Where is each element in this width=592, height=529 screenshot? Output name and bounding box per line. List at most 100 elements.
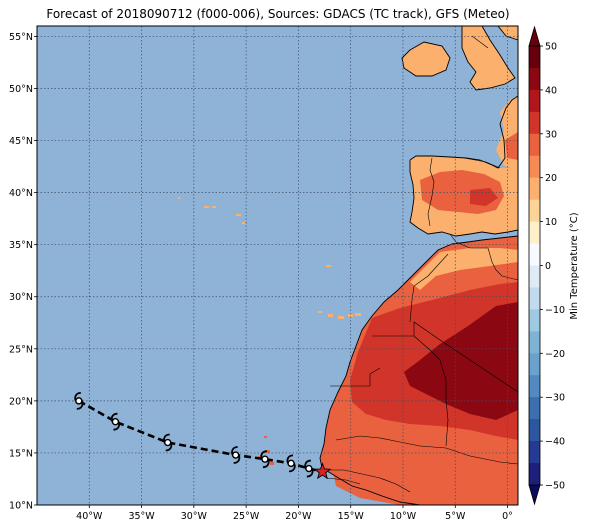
colorbar-label: Min Temperature (°C) — [569, 212, 580, 319]
map-frame — [36, 25, 519, 506]
colorbar-band — [529, 67, 540, 91]
colorbar-band — [529, 463, 540, 486]
colorbar-band — [529, 221, 540, 244]
border-line — [413, 335, 449, 447]
colorbar-band — [529, 111, 540, 135]
colorbar-band — [529, 265, 540, 288]
coastline — [319, 235, 519, 506]
colorbar-extend-max — [528, 25, 541, 47]
azores-island — [242, 222, 245, 224]
colorbar-tick-label: 0 — [545, 261, 551, 272]
canary-island — [348, 314, 353, 317]
colorbar-band — [529, 419, 540, 442]
cape-verde-island — [264, 436, 267, 438]
cyclone-track — [74, 391, 332, 480]
ireland-land — [402, 42, 450, 76]
west-africa-south — [330, 456, 518, 505]
colorbar-band — [529, 199, 540, 222]
map-axis-ticks: 10°N 15°N 20°N 25°N 30°N 35°N 40°N 45°N 50°N 55°N… — [9, 32, 513, 522]
colorbar-tick-label: 40 — [545, 85, 557, 96]
colorbar-tick-label: 10 — [545, 217, 557, 228]
colorbar-band — [529, 89, 540, 113]
canary-island — [328, 314, 333, 317]
border-line — [335, 435, 518, 465]
colorbar-band — [529, 287, 540, 310]
border-line — [471, 35, 489, 49]
madeira-island — [326, 265, 331, 267]
current-position-star-icon — [313, 462, 332, 480]
colorbar-tick-label: 20 — [545, 173, 557, 184]
canary-island — [318, 311, 322, 313]
figure-title: Forecast of 2018090712 (f000-006), Sourc… — [46, 7, 509, 21]
tropical-cyclone-icon — [110, 412, 120, 431]
lat-tick-label: 50°N — [9, 84, 33, 95]
graticule — [37, 26, 518, 505]
azores-island — [212, 206, 216, 208]
coastline — [401, 41, 451, 77]
colorbar-band — [529, 243, 540, 266]
colorbar-band — [529, 177, 540, 201]
temperature-colorbar: 50 40 30 20 10 0 −10 −20 −30 −40 −50 — [528, 25, 565, 506]
land-temperature-fill — [178, 26, 518, 505]
coastline — [409, 160, 519, 237]
track-line — [78, 399, 323, 473]
border-line — [463, 157, 501, 169]
tropical-cyclone-icon — [231, 446, 241, 464]
france-warm — [505, 132, 518, 160]
colorbar-tick-label: 30 — [545, 129, 557, 140]
cape-verde-island — [270, 462, 274, 465]
colorbar-tick-label: −20 — [545, 349, 565, 360]
lat-tick-label: 45°N — [9, 136, 33, 147]
border-line — [409, 253, 449, 323]
azores-island — [178, 197, 180, 199]
border-line — [427, 157, 435, 227]
tropical-cyclone-icon — [304, 459, 314, 478]
azores-island — [204, 206, 209, 208]
colorbar-band — [529, 155, 540, 179]
iberia-hot-core — [470, 188, 498, 206]
sahara-hottest-core — [404, 302, 518, 420]
lon-tick-label: 20°W — [285, 511, 312, 522]
coastline — [461, 25, 516, 91]
colorbar-tick-label: 50 — [545, 42, 557, 53]
colorbar-band — [529, 397, 540, 420]
colorbar-band — [529, 309, 540, 332]
colorbar-tick-label: −10 — [545, 305, 565, 316]
cape-verde-island — [266, 450, 270, 453]
lon-tick-label: 35°W — [128, 511, 155, 522]
canary-island — [355, 313, 361, 316]
lon-tick-label: 0° — [502, 511, 513, 522]
colorbar-band — [529, 133, 540, 157]
border-line — [330, 367, 381, 387]
lat-tick-label: 15°N — [9, 448, 33, 459]
tropical-cyclone-icon — [286, 454, 296, 473]
lon-tick-label: 15°W — [338, 511, 365, 522]
tropical-cyclone-icon — [163, 433, 173, 452]
map-panel: 10°N 15°N 20°N 25°N 30°N 35°N 40°N 45°N 50°N 55°N… — [9, 25, 519, 522]
canary-island — [338, 316, 344, 319]
lat-tick-label: 35°N — [9, 240, 33, 251]
azores-island — [236, 214, 241, 216]
coastline — [497, 25, 519, 41]
colorbar-tick-label: −50 — [545, 481, 565, 492]
colorbar-extend-min — [528, 484, 541, 506]
colorbar-band — [529, 375, 540, 398]
colorbar-band — [529, 441, 540, 464]
lat-tick-label: 40°N — [9, 188, 33, 199]
colorbar-band — [529, 331, 540, 354]
border-line — [325, 477, 361, 485]
lat-tick-label: 10°N — [9, 501, 33, 512]
lon-tick-label: 40°W — [76, 511, 103, 522]
lat-tick-label: 20°N — [9, 396, 33, 407]
lon-tick-label: 25°W — [233, 511, 260, 522]
colorbar-band — [529, 353, 540, 376]
lat-tick-label: 30°N — [9, 292, 33, 303]
border-line — [324, 469, 411, 493]
lon-tick-label: 10°W — [390, 511, 417, 522]
lon-tick-label: 30°W — [181, 511, 208, 522]
coastlines — [319, 25, 519, 506]
country-borders — [324, 35, 518, 493]
colorbar-band — [529, 46, 540, 69]
tropical-cyclone-icon — [74, 391, 84, 410]
